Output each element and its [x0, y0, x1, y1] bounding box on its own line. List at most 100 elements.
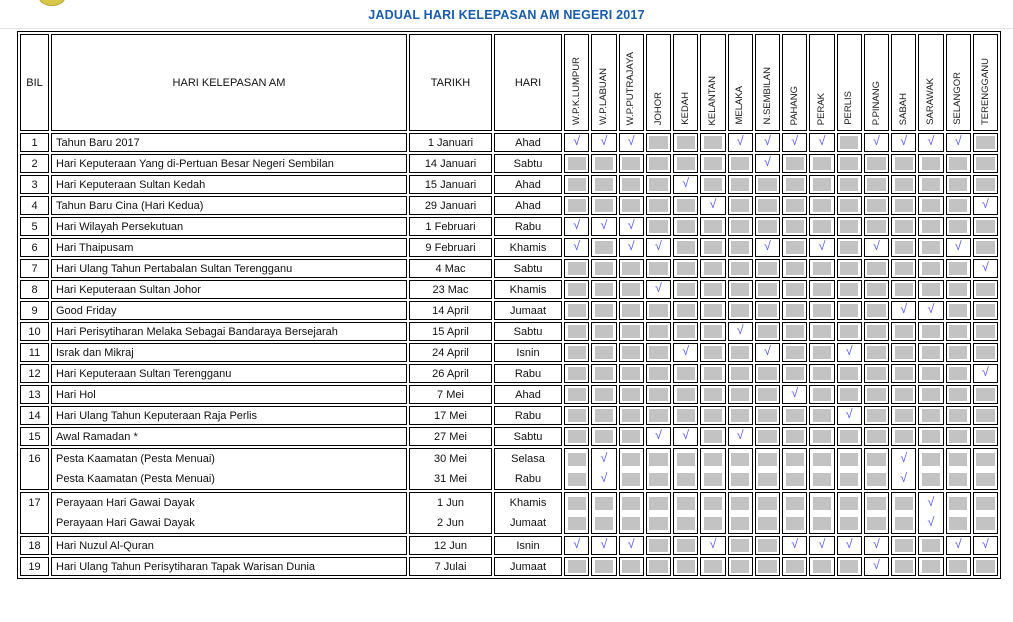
- state-slot: √: [565, 218, 588, 235]
- not-applicable-block: [894, 241, 913, 254]
- state-slot: √: [892, 449, 915, 469]
- bil-value: 14: [28, 409, 41, 422]
- not-applicable-block: [758, 262, 777, 275]
- state-slot: [892, 239, 915, 256]
- bil-cell: 3: [20, 175, 49, 194]
- not-applicable-block: [867, 388, 886, 401]
- not-applicable-block: [949, 304, 968, 317]
- not-applicable-block: [921, 283, 940, 296]
- state-header: N.SEMBILAN: [754, 34, 780, 131]
- state-cell: [700, 492, 726, 534]
- state-slot: [565, 469, 588, 489]
- state-cell: [645, 536, 671, 555]
- bil-header: BIL: [20, 34, 49, 131]
- day-cell: Ahad: [494, 133, 562, 152]
- state-slot: [865, 260, 888, 277]
- state-cell: [727, 196, 753, 215]
- state-slot: √: [620, 537, 643, 554]
- state-slot: [647, 260, 670, 277]
- table-header: BIL HARI KELEPASAN AM TARIKH HARI W.P.K.LUMP…: [20, 34, 998, 131]
- state-header: PAHANG: [782, 34, 808, 131]
- state-slot: √: [620, 239, 643, 256]
- day-cell: Khamis: [494, 238, 562, 257]
- state-slot: [947, 302, 970, 319]
- state-cell: √: [782, 536, 808, 555]
- state-slot: [947, 493, 970, 513]
- state-slot: [674, 407, 697, 424]
- state-slot: [756, 197, 779, 214]
- not-applicable-block: [758, 325, 777, 338]
- state-slot: [865, 407, 888, 424]
- state-slot: [865, 428, 888, 445]
- bil-value: 6: [31, 241, 38, 254]
- state-slot: [620, 558, 643, 575]
- state-slot: [783, 155, 806, 172]
- day-cell: Jumaat: [494, 301, 562, 320]
- state-slot: [620, 469, 643, 489]
- not-applicable-block: [567, 283, 586, 296]
- state-cell: [673, 322, 699, 341]
- day-cell: Selasa Rabu: [494, 448, 562, 490]
- state-slot: [729, 344, 752, 361]
- not-applicable-block: [622, 304, 641, 317]
- not-applicable-block: [622, 325, 641, 338]
- check-icon: √: [981, 260, 989, 275]
- not-applicable-block: [976, 472, 995, 486]
- state-slot: [810, 176, 833, 193]
- bil-value: 19: [28, 560, 41, 573]
- state-slot: [838, 155, 861, 172]
- not-applicable-block: [867, 178, 886, 191]
- state-slot: √: [892, 302, 915, 319]
- state-slot: [810, 493, 833, 513]
- state-slot: [865, 176, 888, 193]
- not-applicable-block: [622, 516, 641, 530]
- state-cell: [809, 557, 835, 576]
- not-applicable-block: [649, 325, 668, 338]
- state-slot: [810, 407, 833, 424]
- state-cell: [645, 322, 671, 341]
- not-applicable-block: [921, 199, 940, 212]
- table-row: 4 Tahun Baru Cina (Hari Kedua) 29 Januari A…: [20, 196, 998, 215]
- state-cell: [645, 343, 671, 362]
- state-slot: √: [974, 365, 997, 382]
- not-applicable-block: [731, 241, 750, 254]
- state-cell: √: [700, 196, 726, 215]
- state-header: TERENGGANU: [972, 34, 998, 131]
- state-cell: [918, 364, 944, 383]
- state-cell: √: [564, 133, 590, 152]
- state-slot: [647, 176, 670, 193]
- state-cell: [564, 427, 590, 446]
- date-cell: 1 Januari: [409, 133, 492, 152]
- not-applicable-block: [649, 516, 668, 530]
- date-value: 23 Mac: [432, 283, 469, 296]
- state-cell: [863, 322, 889, 341]
- state-slot: [729, 176, 752, 193]
- state-cell: [972, 557, 998, 576]
- state-cell: [645, 175, 671, 194]
- state-slot: [892, 493, 915, 513]
- not-applicable-block: [812, 496, 831, 510]
- state-slot: √: [756, 239, 779, 256]
- state-slot: √: [620, 218, 643, 235]
- not-applicable-block: [703, 430, 722, 443]
- state-slot: [565, 323, 588, 340]
- not-applicable-block: [812, 220, 831, 233]
- state-slot: √: [620, 134, 643, 151]
- bil-cell: 16: [20, 448, 49, 490]
- state-cell: [645, 557, 671, 576]
- not-applicable-block: [622, 346, 641, 359]
- state-slot: [729, 537, 752, 554]
- not-applicable-block: [594, 283, 613, 296]
- state-cell: [918, 238, 944, 257]
- not-applicable-block: [649, 539, 668, 552]
- state-cell: [727, 492, 753, 534]
- state-slot: [701, 155, 724, 172]
- state-slot: [892, 407, 915, 424]
- not-applicable-block: [976, 220, 995, 233]
- not-applicable-block: [676, 539, 695, 552]
- state-cell: [754, 406, 780, 425]
- state-cell: [727, 343, 753, 362]
- state-slot: [974, 493, 997, 513]
- state-slot: [620, 176, 643, 193]
- state-slot: [865, 493, 888, 513]
